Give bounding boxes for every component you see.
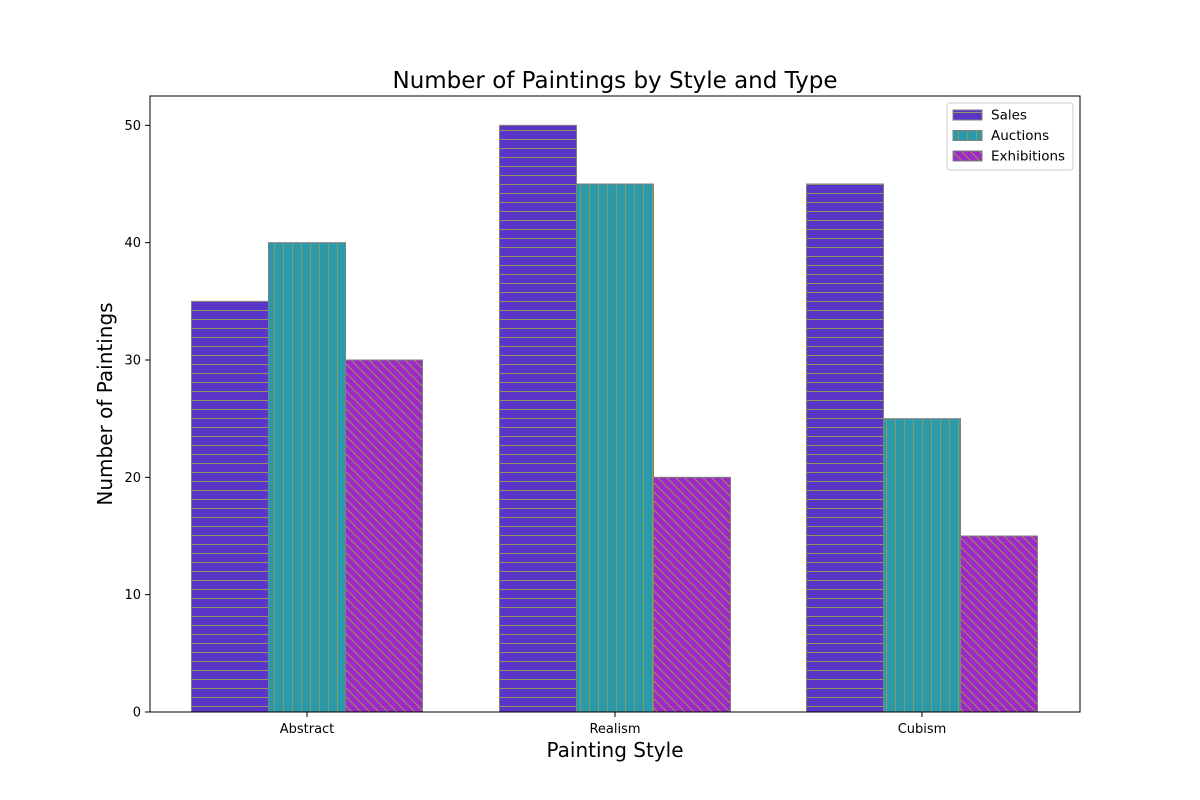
y-axis: 0 10 20 30 40 50	[124, 119, 150, 721]
x-axis: Abstract Realism Cubism	[280, 712, 947, 737]
legend-label-exhibitions: Exhibitions	[991, 149, 1065, 165]
x-tick-label: Realism	[589, 722, 640, 737]
x-tick-label: Cubism	[898, 722, 947, 737]
legend-swatch-auctions	[952, 130, 983, 141]
legend-swatch-sales	[952, 109, 983, 121]
legend: Sales Auctions Exhibitions	[946, 102, 1074, 171]
y-tick-label: 40	[124, 236, 141, 251]
x-axis-label: Painting Style	[546, 738, 683, 762]
y-tick-label: 30	[124, 354, 141, 369]
bar-exhibitions-abstract	[345, 359, 423, 713]
legend-label-sales: Sales	[991, 108, 1027, 124]
bars-layer	[191, 124, 1038, 713]
legend-swatch-exhibitions	[952, 150, 983, 162]
y-tick-label: 10	[124, 588, 141, 603]
bar-auctions-abstract	[268, 242, 346, 713]
y-tick-label: 0	[133, 706, 141, 721]
bar-auctions-realism	[576, 183, 654, 713]
y-axis-label: Number of Paintings	[93, 302, 117, 505]
y-tick-label: 20	[124, 471, 141, 486]
bar-sales-cubism	[806, 183, 884, 713]
y-tick-label: 50	[124, 119, 141, 134]
bar-sales-realism	[499, 124, 577, 713]
legend-label-auctions: Auctions	[991, 128, 1049, 144]
chart-title: Number of Paintings by Style and Type	[393, 68, 838, 94]
bar-exhibitions-cubism	[960, 535, 1038, 713]
bar-sales-abstract	[191, 300, 269, 713]
x-tick-label: Abstract	[280, 722, 335, 737]
bar-auctions-cubism	[883, 418, 961, 713]
bar-exhibitions-realism	[653, 476, 731, 713]
